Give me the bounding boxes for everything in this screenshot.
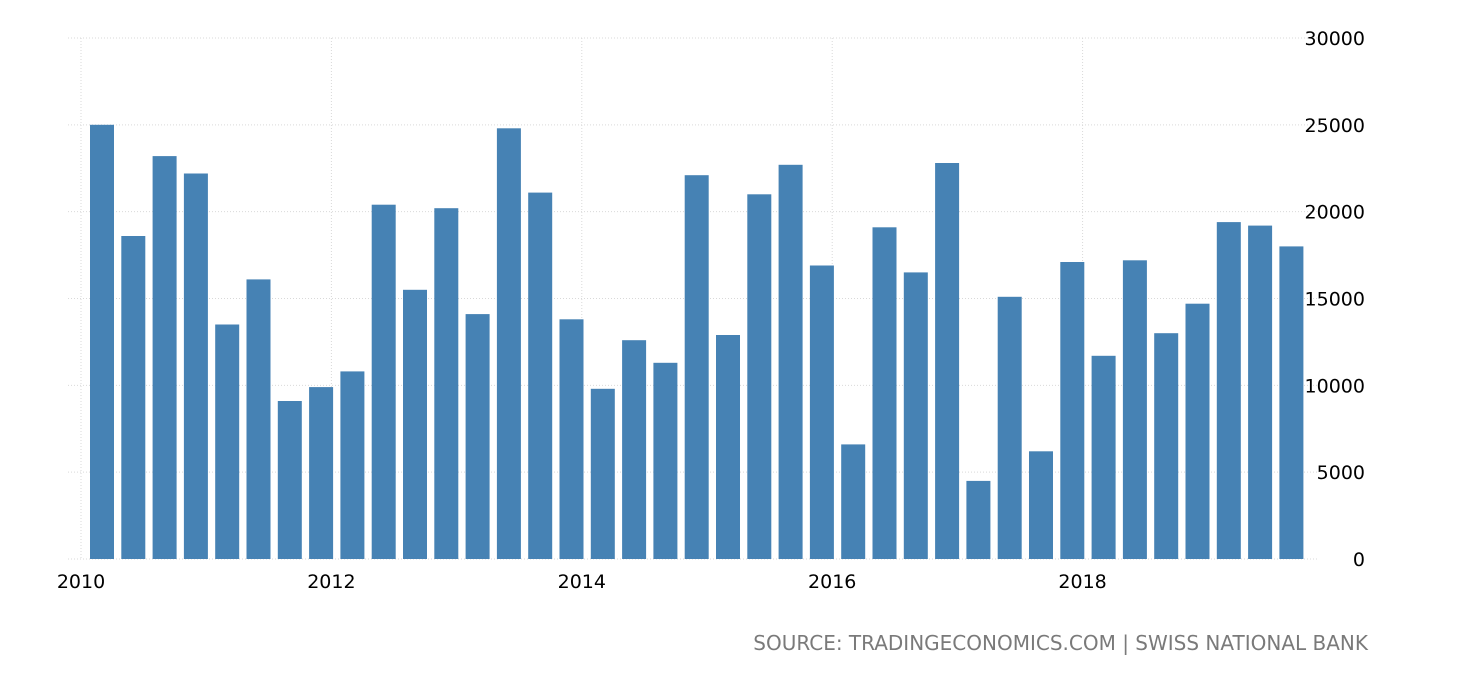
bar: [1279, 246, 1304, 559]
y-axis: 0 5000 10000 15000 20000 25000 30000: [1305, 28, 1365, 571]
bar: [1154, 333, 1179, 559]
bar: [935, 163, 960, 559]
bar: [559, 319, 584, 559]
bar: [1122, 260, 1147, 559]
bar: [716, 335, 740, 559]
bar: [340, 371, 365, 559]
y-tick-label: 25000: [1305, 115, 1365, 137]
y-tick-label: 20000: [1305, 202, 1365, 224]
y-tick-label: 5000: [1317, 462, 1365, 484]
x-tick-label: 2010: [57, 571, 105, 593]
bar: [1185, 303, 1210, 559]
bar: [997, 296, 1022, 559]
bar: [622, 340, 647, 559]
bar: [215, 324, 240, 559]
bar: [1060, 262, 1085, 559]
bar: [872, 227, 897, 560]
bar: [371, 204, 396, 559]
bar: [590, 388, 615, 559]
x-tick-label: 2018: [1058, 571, 1106, 593]
bar: [465, 314, 490, 559]
y-tick-label: 0: [1353, 549, 1365, 571]
bar: [684, 175, 709, 559]
bar: [1216, 222, 1241, 559]
bar: [778, 164, 803, 560]
bar: [309, 387, 334, 559]
x-tick-label: 2012: [307, 571, 355, 593]
y-tick-label: 30000: [1305, 28, 1365, 50]
source-note: SOURCE: TRADINGECONOMICS.COM | SWISS NAT…: [753, 631, 1369, 655]
bar: [183, 173, 208, 559]
bar: [1029, 451, 1053, 559]
bar: [152, 156, 177, 559]
x-tick-label: 2016: [808, 571, 856, 593]
bar: [246, 279, 271, 559]
bar: [747, 194, 772, 560]
x-axis: 2010 2012 2014 2016 2018: [57, 571, 1107, 593]
bar: [966, 480, 991, 559]
bar: [528, 192, 553, 559]
bar: [809, 265, 834, 559]
bar: [653, 362, 678, 559]
bar: [403, 289, 427, 559]
bars: [90, 124, 1304, 560]
bar: [90, 124, 114, 560]
bar: [1091, 355, 1116, 559]
y-tick-label: 10000: [1305, 375, 1365, 397]
bar: [1248, 225, 1273, 559]
bar: [434, 208, 459, 559]
bar: [841, 444, 866, 559]
bar: [496, 128, 521, 560]
bar: [121, 236, 146, 559]
bar: [903, 272, 928, 559]
x-tick-label: 2014: [558, 571, 606, 593]
y-tick-label: 15000: [1305, 289, 1365, 311]
bar: [277, 401, 302, 559]
